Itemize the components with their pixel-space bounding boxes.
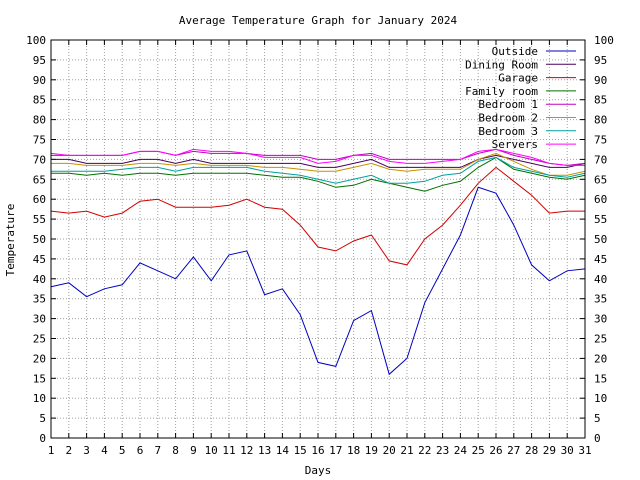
- y-tick-label: 20: [33, 352, 46, 365]
- x-tick-label: 7: [154, 444, 161, 457]
- x-tick-label: 26: [489, 444, 502, 457]
- y-tick-label: 40: [594, 273, 607, 286]
- chart-title: Average Temperature Graph for January 20…: [179, 14, 458, 27]
- x-tick-label: 25: [472, 444, 485, 457]
- x-tick-label: 22: [418, 444, 431, 457]
- x-tick-label: 23: [436, 444, 449, 457]
- y-axis-title: Temperature: [4, 204, 17, 277]
- y-tick-label: 60: [33, 193, 46, 206]
- x-tick-label: 31: [578, 444, 591, 457]
- legend-label: Bedroom 1: [478, 98, 538, 111]
- x-tick-label: 18: [347, 444, 360, 457]
- y-tick-label: 0: [39, 432, 46, 445]
- y-tick-label: 65: [594, 173, 607, 186]
- y-tick-label: 5: [39, 412, 46, 425]
- legend-label: Bedroom 3: [478, 125, 538, 138]
- grid-lines: [51, 40, 585, 438]
- y-tick-label: 5: [594, 412, 601, 425]
- x-tick-label: 29: [543, 444, 556, 457]
- y-tick-label: 55: [33, 213, 46, 226]
- x-tick-label: 12: [240, 444, 253, 457]
- x-tick-label: 4: [101, 444, 108, 457]
- x-tick-label: 13: [258, 444, 271, 457]
- y-tick-label: 85: [33, 94, 46, 107]
- y-tick-label: 90: [594, 74, 607, 87]
- legend-label: Outside: [492, 45, 538, 58]
- y-tick-label: 70: [33, 153, 46, 166]
- plot-frame: [50, 39, 586, 439]
- x-tick-label: 30: [561, 444, 574, 457]
- y-tick-label: 20: [594, 352, 607, 365]
- y-tick-label: 45: [33, 253, 46, 266]
- x-tick-label: 3: [83, 444, 90, 457]
- y-tick-label: 90: [33, 74, 46, 87]
- x-tick-label: 19: [365, 444, 378, 457]
- y-tick-label: 85: [594, 94, 607, 107]
- x-tick-label: 14: [276, 444, 290, 457]
- y-tick-label: 80: [594, 114, 607, 127]
- x-tick-label: 15: [294, 444, 307, 457]
- y-tick-label: 30: [33, 313, 46, 326]
- x-tick-label: 17: [329, 444, 342, 457]
- x-tick-label: 8: [172, 444, 179, 457]
- series-line: [51, 152, 586, 176]
- x-tick-label: 11: [222, 444, 235, 457]
- series-line: [51, 154, 586, 168]
- y-tick-label: 15: [594, 372, 607, 385]
- y-tick-label: 75: [33, 134, 46, 147]
- y-tick-label: 55: [594, 213, 607, 226]
- legend-label: Bedroom 2: [478, 112, 538, 125]
- series-line: [50, 166, 585, 266]
- x-tick-label: 5: [119, 444, 126, 457]
- y-tick-label: 35: [33, 293, 46, 306]
- x-tick-label: 21: [400, 444, 413, 457]
- x-tick-label: 9: [190, 444, 197, 457]
- x-tick-labels: 1 2 3 4 5 6 7 8 9 10 11 12 13 14 15 16 17 18 19 20 21 22 23 24 2…: [48, 444, 592, 457]
- legend-label: Servers: [492, 138, 538, 151]
- y-tick-label: 30: [594, 313, 607, 326]
- y-tick-label: 10: [33, 392, 46, 405]
- x-tick-label: 1: [48, 444, 55, 457]
- y-tick-label: 25: [594, 333, 607, 346]
- y-tick-label: 0: [594, 432, 601, 445]
- y-tick-label: 80: [33, 114, 46, 127]
- y-tick-label: 65: [33, 173, 46, 186]
- y-tick-label: 40: [33, 273, 46, 286]
- y-tick-label: 75: [594, 134, 607, 147]
- y-tick-label: 35: [594, 293, 607, 306]
- y-tick-label: 100: [26, 34, 46, 47]
- x-axis-title: Days: [305, 464, 332, 477]
- series-lines: [50, 148, 586, 376]
- y-tick-labels-left: 0 5 10 15 20 25 30 35 40 45 50 55 60 65 70 75 80 85 90 95 10…: [26, 34, 46, 445]
- x-tick-label: 24: [454, 444, 468, 457]
- y-tick-label: 50: [594, 233, 607, 246]
- x-tick-label: 10: [205, 444, 218, 457]
- legend-label: Family room: [465, 85, 538, 98]
- x-tick-label: 2: [65, 444, 72, 457]
- y-tick-label: 95: [33, 54, 46, 67]
- series-line: [50, 148, 585, 166]
- x-tick-label: 27: [507, 444, 520, 457]
- x-tick-label: 16: [311, 444, 324, 457]
- x-tick-label: 28: [525, 444, 538, 457]
- y-tick-label: 10: [594, 392, 607, 405]
- legend-label: Dining Room: [465, 58, 538, 71]
- x-tick-label: 20: [383, 444, 396, 457]
- y-tick-label: 60: [594, 193, 607, 206]
- series-line: [51, 156, 586, 184]
- y-tick-label: 100: [594, 34, 614, 47]
- x-tick-label: 6: [137, 444, 144, 457]
- y-tick-label: 50: [33, 233, 46, 246]
- y-tick-label: 25: [33, 333, 46, 346]
- y-tick-label: 95: [594, 54, 607, 67]
- series-line: [50, 186, 586, 376]
- y-tick-label: 45: [594, 253, 607, 266]
- y-tick-label: 15: [33, 372, 46, 385]
- y-tick-label: 70: [594, 153, 607, 166]
- y-tick-labels-right: 0 5 10 15 20 25 30 35 40 45 50 55 60 65 70 75 80 85 90 95 10…: [594, 34, 614, 445]
- legend-label: Garage: [498, 72, 538, 85]
